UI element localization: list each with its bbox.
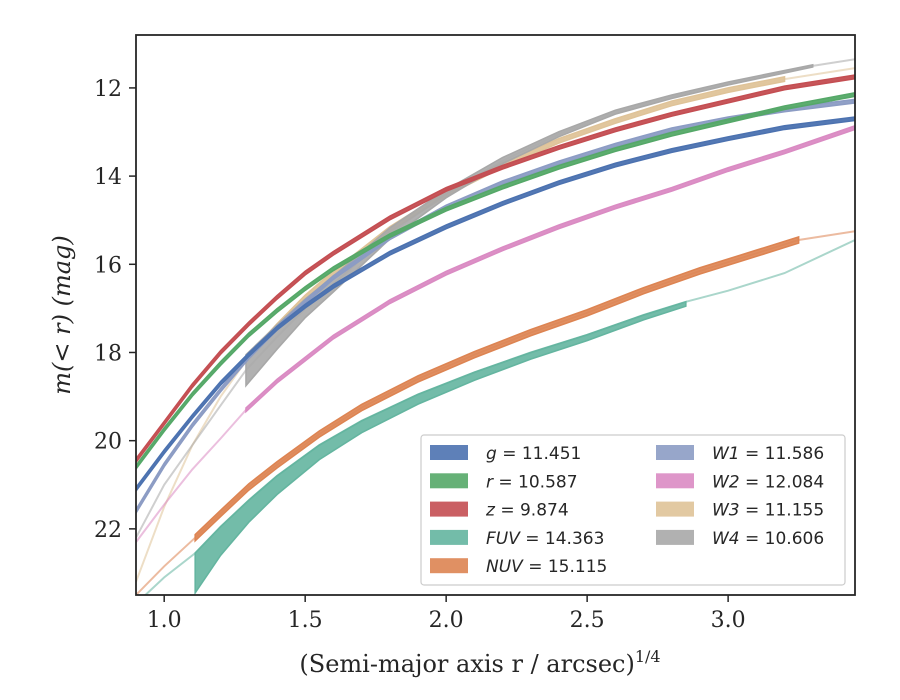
legend: g = 11.451 r = 10.587 z = 9.874 FUV = 14.36…: [420, 434, 846, 586]
y-tick-label: 12: [94, 77, 122, 102]
y-tick-label: 16: [94, 253, 122, 278]
legend-swatch-w2: [656, 473, 694, 489]
y-tick-label: 22: [94, 518, 122, 543]
legend-label-z: z = 9.874: [485, 501, 569, 521]
plot-frame: [135, 34, 856, 596]
plot-series-layer: [136, 58, 855, 595]
x-tick-label: 1.0: [147, 608, 182, 633]
legend-swatch-w3: [656, 501, 694, 517]
legend-swatch-fuv: [430, 529, 468, 545]
series-g-band: [136, 116, 855, 493]
x-tick-label: 3.0: [711, 608, 746, 633]
legend-swatch-g: [430, 445, 468, 460]
legend-label-w3: W3 = 11.155: [712, 501, 824, 521]
legend-swatch-w1: [656, 445, 694, 460]
x-tick-label: 2.5: [570, 608, 605, 633]
legend-swatch-z: [430, 501, 468, 517]
series-w4-band: [245, 63, 814, 388]
legend-label-w2: W2 = 12.084: [712, 472, 824, 492]
legend-swatch-r: [430, 473, 468, 489]
legend-label-w4: W4 = 10.606: [712, 529, 824, 549]
legend-label-nuv: NUV = 15.115: [486, 557, 607, 577]
y-tick-label: 18: [94, 341, 122, 366]
x-axis-label: (Semi-major axis r / arcsec)1/4: [299, 647, 660, 678]
y-tick-label: 14: [94, 165, 122, 190]
series-r-band: [136, 91, 855, 471]
x-axis-ticks: 1.0 1.5 2.0 2.5 3.0: [147, 595, 746, 633]
y-axis-label: m(< r) (mag): [48, 235, 76, 394]
series-fuv-band: [194, 300, 687, 595]
legend-swatch-w4: [656, 529, 694, 545]
series-w2-band: [245, 124, 855, 414]
series-z-band: [136, 74, 855, 464]
legend-label-fuv: FUV = 14.363: [486, 529, 604, 549]
y-tick-label: 20: [94, 430, 122, 455]
series-nuv-band: [194, 235, 800, 543]
x-tick-label: 1.5: [288, 608, 323, 633]
legend-box: [420, 434, 846, 586]
y-axis-ticks: 12 14 16 18 20 22: [94, 77, 136, 543]
legend-label-w1: W1 = 11.586: [712, 444, 824, 464]
legend-swatch-nuv: [430, 558, 468, 574]
x-tick-label: 2.0: [429, 608, 464, 633]
legend-label-g: g = 11.451: [486, 444, 581, 464]
legend-label-r: r = 10.587: [486, 472, 578, 492]
